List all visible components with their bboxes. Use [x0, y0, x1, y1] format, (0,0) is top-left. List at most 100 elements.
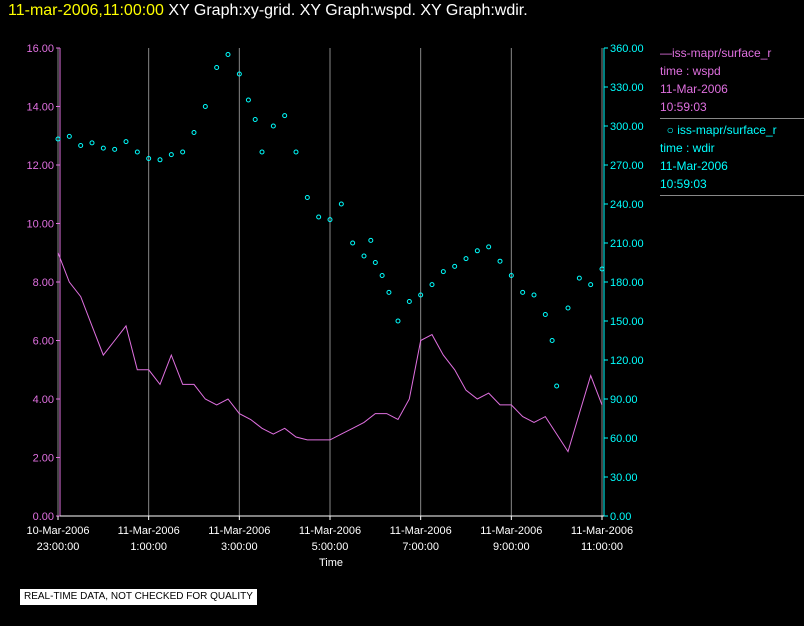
wdir-point — [259, 149, 265, 155]
wdir-point — [168, 152, 174, 158]
right-tick-label: 330.00 — [610, 82, 644, 94]
wdir-point — [520, 289, 526, 295]
right-tick-label: 150.00 — [610, 316, 644, 328]
wdir-point — [236, 71, 242, 77]
left-tick-label: 6.00 — [33, 336, 54, 348]
left-tick-label: 10.00 — [26, 219, 54, 231]
wdir-point — [316, 214, 322, 220]
x-tick-time: 5:00:00 — [312, 541, 349, 553]
x-tick-time: 3:00:00 — [221, 541, 258, 553]
left-tick-label: 8.00 — [33, 277, 54, 289]
x-tick-date: 11-Mar-2006 — [118, 525, 180, 537]
wdir-point — [395, 318, 401, 324]
wdir-point — [146, 156, 152, 161]
wdir-point — [452, 263, 458, 269]
wdir-point — [576, 275, 582, 281]
wdir-point — [429, 282, 435, 288]
wdir-point — [157, 157, 163, 163]
right-tick-label: 180.00 — [610, 277, 644, 289]
right-tick-label: 360.00 — [610, 43, 644, 55]
left-tick-label: 12.00 — [26, 160, 54, 172]
x-tick-time: 23:00:00 — [37, 541, 80, 553]
wdir-point — [180, 149, 186, 155]
wdir-point — [134, 149, 140, 155]
legend-wspd-date: 11-Mar-2006 — [660, 82, 728, 96]
wdir-point — [372, 260, 378, 265]
right-tick-label: 30.00 — [610, 472, 638, 484]
legend-wspd-time: 10:59:03 — [660, 100, 707, 114]
legend-wdir[interactable]: ○ iss-mapr/surface_r time : wdir 11-Mar-… — [660, 121, 804, 196]
wdir-point — [554, 383, 560, 389]
left-tick-label: 2.00 — [33, 453, 54, 465]
x-tick-time: 11:00:00 — [581, 541, 623, 553]
wdir-point — [497, 258, 503, 264]
right-tick-label: 270.00 — [610, 160, 644, 172]
legend-wdir-name: ○ iss-mapr/surface_r — [666, 123, 777, 137]
wdir-point — [338, 201, 344, 207]
wdir-point — [463, 256, 469, 262]
wdir-point — [508, 273, 514, 278]
wdir-point — [202, 104, 208, 109]
legend-wdir-date: 11-Mar-2006 — [660, 159, 728, 173]
legend-wspd-var: time : wspd — [660, 64, 721, 78]
wdir-point — [282, 113, 288, 119]
wdir-point — [112, 146, 118, 152]
wdir-point — [78, 143, 84, 148]
wdir-point — [89, 140, 95, 146]
wdir-point — [361, 253, 367, 259]
right-tick-label: 0.00 — [610, 511, 631, 523]
right-tick-label: 90.00 — [610, 394, 638, 406]
legend-wdir-var: time : wdir — [660, 141, 715, 155]
wdir-point — [386, 289, 392, 295]
right-tick-label: 240.00 — [610, 199, 644, 211]
wdir-point — [418, 292, 424, 298]
wdir-point — [214, 65, 220, 70]
legend-wdir-time: 10:59:03 — [660, 177, 707, 191]
wspd-series-line — [57, 252, 603, 453]
left-tick-label: 16.00 — [26, 43, 54, 55]
wdir-point — [599, 266, 605, 272]
chart-title: 11-mar-2006,11:00:00 XY Graph:xy-grid. X… — [8, 0, 528, 22]
left-tick-label: 4.00 — [33, 394, 54, 406]
x-tick-time: 7:00:00 — [402, 541, 439, 553]
x-axis-label: Time — [319, 557, 343, 569]
legend: —iss-mapr/surface_r time : wspd 11-Mar-2… — [660, 44, 804, 198]
wdir-point — [100, 145, 106, 151]
wdir-point — [123, 139, 129, 145]
x-tick-date: 11-Mar-2006 — [571, 525, 633, 537]
x-tick-date: 11-Mar-2006 — [480, 525, 542, 537]
wdir-point — [565, 305, 571, 311]
left-tick-label: 14.00 — [26, 102, 54, 114]
wdir-point — [55, 136, 61, 142]
wdir-point — [588, 282, 594, 288]
quality-disclaimer: REAL-TIME DATA, NOT CHECKED FOR QUALITY — [20, 589, 257, 605]
wdir-point — [406, 299, 412, 304]
x-tick-date: 11-Mar-2006 — [208, 525, 270, 537]
wdir-point — [486, 244, 492, 250]
right-tick-label: 120.00 — [610, 355, 644, 367]
x-tick-time: 9:00:00 — [493, 541, 530, 553]
wdir-point — [66, 133, 72, 139]
wdir-point — [293, 149, 299, 155]
x-tick-time: 1:00:00 — [130, 541, 167, 553]
left-tick-label: 0.00 — [33, 511, 54, 523]
wdir-point — [252, 117, 258, 122]
title-timestamp: 11-mar-2006,11:00:00 — [8, 2, 164, 19]
wdir-point — [304, 195, 310, 200]
wdir-point — [542, 312, 548, 317]
wdir-point — [531, 292, 537, 298]
wdir-point — [191, 130, 197, 135]
wdir-point — [368, 237, 374, 243]
x-tick-date: 11-Mar-2006 — [390, 525, 452, 537]
legend-wspd[interactable]: —iss-mapr/surface_r time : wspd 11-Mar-2… — [660, 44, 804, 119]
wdir-point — [379, 273, 385, 278]
wdir-point — [245, 97, 251, 103]
x-tick-date: 10-Mar-2006 — [27, 525, 90, 537]
wdir-point — [474, 248, 480, 254]
right-tick-label: 300.00 — [610, 121, 644, 133]
wdir-point — [225, 52, 231, 57]
right-tick-label: 60.00 — [610, 433, 638, 445]
circle-marker-icon: ○ — [666, 123, 674, 137]
right-tick-label: 210.00 — [610, 238, 644, 250]
